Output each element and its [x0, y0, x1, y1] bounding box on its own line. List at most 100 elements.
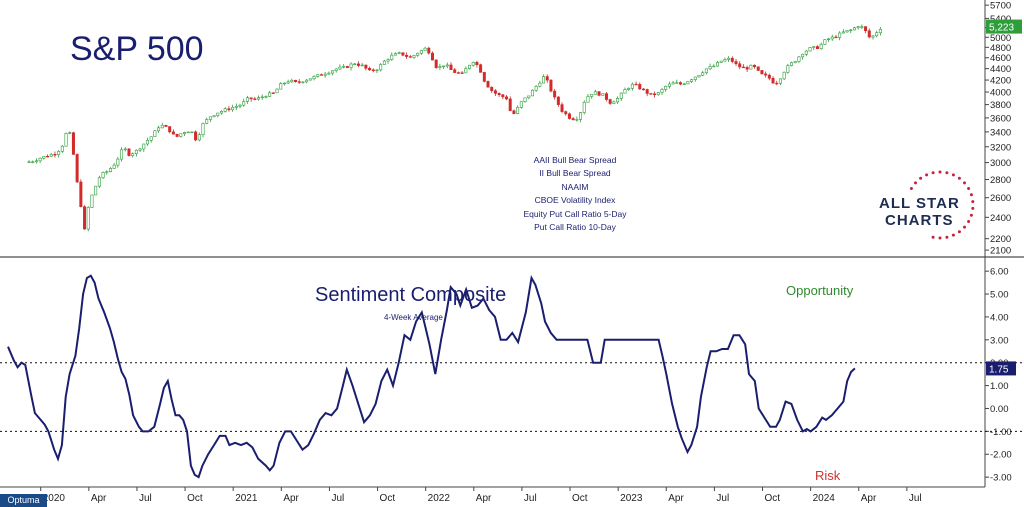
candle-body: [771, 77, 775, 84]
candle-body: [94, 185, 98, 196]
candle-body: [449, 64, 453, 70]
candle-body: [442, 65, 446, 68]
candle-body: [234, 105, 238, 108]
candle-body: [282, 82, 286, 85]
candle-body: [182, 132, 186, 135]
logo-star: [951, 233, 955, 237]
candle-body: [597, 91, 601, 96]
candle-body: [38, 157, 42, 162]
candle-body: [249, 97, 253, 100]
candle-body: [801, 53, 805, 58]
candle-body: [760, 70, 764, 75]
sentiment-last-badge-bg: [986, 361, 1016, 376]
candle-body: [316, 74, 320, 77]
candle-body: [508, 98, 512, 112]
candle-body: [571, 118, 575, 121]
candle-body: [460, 72, 464, 74]
candle-body: [349, 63, 353, 68]
price-ytick-label: 4000: [990, 88, 1011, 99]
candle-body: [323, 73, 327, 76]
candle-body: [223, 108, 227, 112]
candle-body: [878, 29, 882, 34]
sentiment-title: Sentiment Composite: [315, 284, 507, 306]
price-ytick-label: 5700: [990, 1, 1011, 12]
price-panel-title: S&P 500: [70, 30, 204, 68]
candle-body: [723, 59, 727, 62]
candle-body: [523, 97, 527, 102]
logo-star: [931, 171, 935, 175]
candle-body: [157, 127, 161, 132]
risk-label: Risk: [815, 468, 841, 483]
candle-body: [75, 154, 79, 183]
candle-body: [371, 69, 375, 71]
candle-body: [201, 123, 205, 135]
logo-star: [967, 187, 971, 190]
component-ii: II Bull Bear Spread: [539, 168, 611, 179]
candle-body: [412, 54, 416, 58]
price-ytick-label: 4600: [990, 53, 1011, 64]
candle-body: [423, 47, 427, 51]
candle-body: [649, 93, 653, 95]
candle-body: [123, 148, 127, 151]
candle-body: [586, 96, 590, 103]
candle-body: [871, 35, 875, 38]
candle-body: [171, 131, 175, 135]
price-ytick-label: 2800: [990, 175, 1011, 186]
candle-body: [116, 158, 120, 166]
candle-body: [212, 115, 216, 118]
candle-body: [630, 83, 634, 89]
candle-body: [208, 116, 212, 120]
candle-body: [741, 66, 745, 69]
candle-body: [112, 164, 116, 169]
candle-body: [712, 65, 716, 68]
candle-body: [505, 96, 509, 100]
candle-body: [549, 79, 553, 92]
candle-body: [490, 86, 494, 91]
logo-star: [914, 181, 917, 185]
candle-body: [701, 72, 705, 76]
candle-body: [612, 101, 616, 104]
logo-star: [971, 200, 975, 204]
candle-body: [527, 95, 531, 99]
sentiment-line: [7, 274, 856, 479]
x-tick-label: 2023: [620, 493, 643, 504]
price-ytick-label: 2600: [990, 193, 1011, 204]
x-tick-label: Jul: [524, 493, 537, 504]
candle-body: [797, 56, 801, 62]
sentiment-ytick-label: 5.00: [990, 290, 1009, 301]
price-ytick-label: 5400: [990, 14, 1011, 25]
candle-body: [778, 78, 782, 84]
candle-body: [220, 111, 224, 114]
candle-body: [819, 43, 823, 49]
candle-body: [368, 67, 372, 71]
sentiment-ytick-label: -1.00: [990, 427, 1012, 438]
candle-body: [808, 47, 812, 52]
sentiment-subtitle: 4-Week Average: [384, 313, 443, 322]
candle-body: [545, 76, 549, 81]
candle-body: [260, 96, 264, 99]
candle-body: [34, 160, 38, 163]
candle-body: [493, 90, 497, 94]
candle-body: [645, 89, 649, 94]
component-vix: CBOE Volatility Index: [534, 195, 616, 206]
candle-body: [64, 133, 68, 147]
candle-body: [482, 72, 486, 82]
candle-body: [60, 145, 64, 152]
candle-body: [678, 82, 682, 85]
candle-body: [305, 79, 309, 83]
candle-body: [875, 32, 879, 37]
candle-body: [405, 54, 409, 57]
candle-body: [834, 36, 838, 39]
candle-body: [253, 98, 257, 100]
candle-body: [327, 72, 331, 75]
candle-body: [334, 68, 338, 72]
candle-body: [268, 92, 272, 97]
sentiment-ytick-label: 3.00: [990, 335, 1009, 346]
candle-body: [734, 61, 738, 65]
candle-body: [475, 61, 479, 66]
candle-body: [867, 30, 871, 38]
candle-body: [386, 59, 390, 62]
candle-body: [693, 76, 697, 80]
candle-body: [716, 62, 720, 67]
candle-body: [538, 82, 542, 87]
